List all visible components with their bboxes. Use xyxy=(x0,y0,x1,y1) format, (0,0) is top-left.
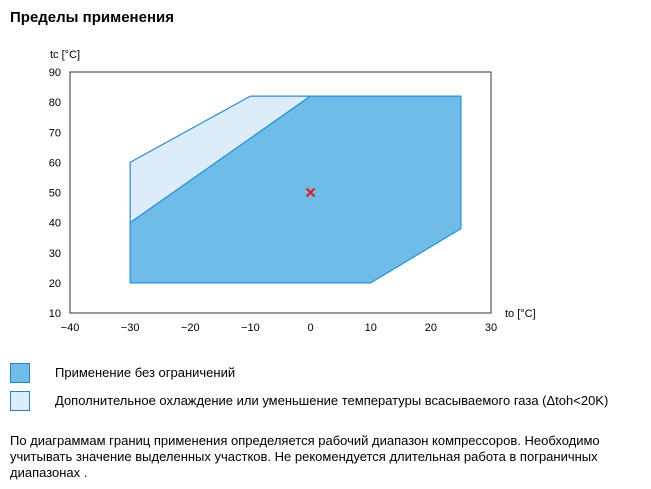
note-text: По диаграммам границ применения определя… xyxy=(10,433,600,480)
y-tick-label-5: 60 xyxy=(49,157,61,169)
legend-swatch-unrestricted xyxy=(10,363,30,383)
y-tick-label-0: 10 xyxy=(49,308,61,320)
legend-item-unrestricted: Применение без ограничений xyxy=(10,363,640,387)
legend: Применение без ограничений Дополнительно… xyxy=(10,363,640,429)
legend-swatch-additional-cooling xyxy=(10,391,30,411)
x-tick-label-4: 0 xyxy=(308,322,314,334)
regions-layer xyxy=(129,95,462,284)
legend-item-additional-cooling: Дополнительное охлаждение или уменьшение… xyxy=(10,391,640,425)
x-tick-label-0: −40 xyxy=(61,322,80,334)
x-axis-label: to [°C] xyxy=(505,308,536,320)
marker-layer xyxy=(305,187,316,198)
x-tick-label-7: 30 xyxy=(485,322,497,334)
y-tick-label-8: 90 xyxy=(49,67,61,79)
operating-point-marker xyxy=(305,187,316,198)
y-tick-label-7: 80 xyxy=(49,97,61,109)
legend-label-additional-cooling: Дополнительное охлаждение или уменьшение… xyxy=(55,393,609,408)
page-title: Пределы применения xyxy=(10,9,174,26)
y-tick-label-6: 70 xyxy=(49,127,61,139)
y-tick-label-1: 20 xyxy=(49,278,61,290)
y-axis-label: tc [°C] xyxy=(50,49,80,61)
x-tick-label-3: −10 xyxy=(241,322,260,334)
x-tick-label-1: −30 xyxy=(121,322,140,334)
legend-label-unrestricted: Применение без ограничений xyxy=(55,365,236,380)
y-tick-label-2: 30 xyxy=(49,248,61,260)
region-1 xyxy=(129,95,462,284)
x-tick-label-2: −20 xyxy=(181,322,200,334)
application-limits-chart: −40 −30 −20 −10 0 10 20 30 10 20 30 40 50 60 70 80 90 tc… xyxy=(49,49,536,334)
plot-frame xyxy=(69,71,492,314)
ticks-layer: −40 −30 −20 −10 0 10 20 30 10 20 30 40 50 60 70 80 90 xyxy=(49,67,497,334)
x-tick-label-5: 10 xyxy=(365,322,377,334)
x-tick-label-6: 20 xyxy=(425,322,437,334)
y-tick-label-3: 40 xyxy=(49,218,61,230)
y-tick-label-4: 50 xyxy=(49,188,61,200)
